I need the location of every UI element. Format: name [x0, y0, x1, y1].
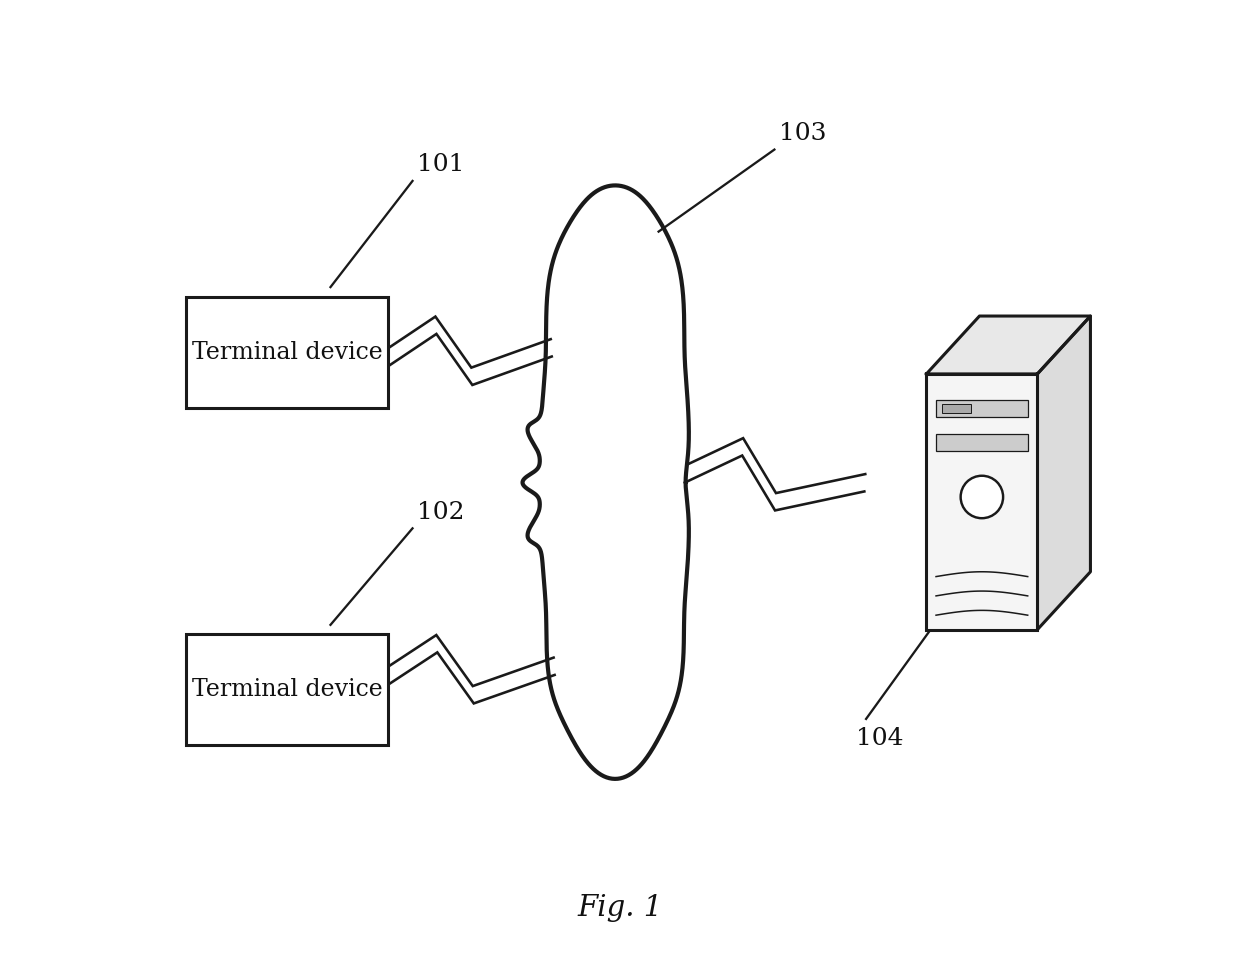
Text: 102: 102 — [418, 501, 465, 524]
Bar — [942, 403, 971, 413]
Text: Terminal device: Terminal device — [192, 678, 382, 702]
Circle shape — [961, 476, 1003, 518]
Polygon shape — [926, 316, 1090, 374]
Bar — [926, 374, 1038, 630]
Polygon shape — [1038, 316, 1090, 630]
Polygon shape — [522, 185, 689, 779]
Text: 101: 101 — [418, 153, 465, 176]
Text: Fig. 1: Fig. 1 — [578, 894, 662, 922]
Bar — [936, 400, 1028, 417]
Bar — [936, 433, 1028, 451]
Bar — [186, 297, 388, 407]
Text: Terminal device: Terminal device — [192, 341, 382, 364]
Text: 103: 103 — [779, 122, 827, 145]
Text: 104: 104 — [857, 727, 904, 750]
Bar — [186, 635, 388, 745]
